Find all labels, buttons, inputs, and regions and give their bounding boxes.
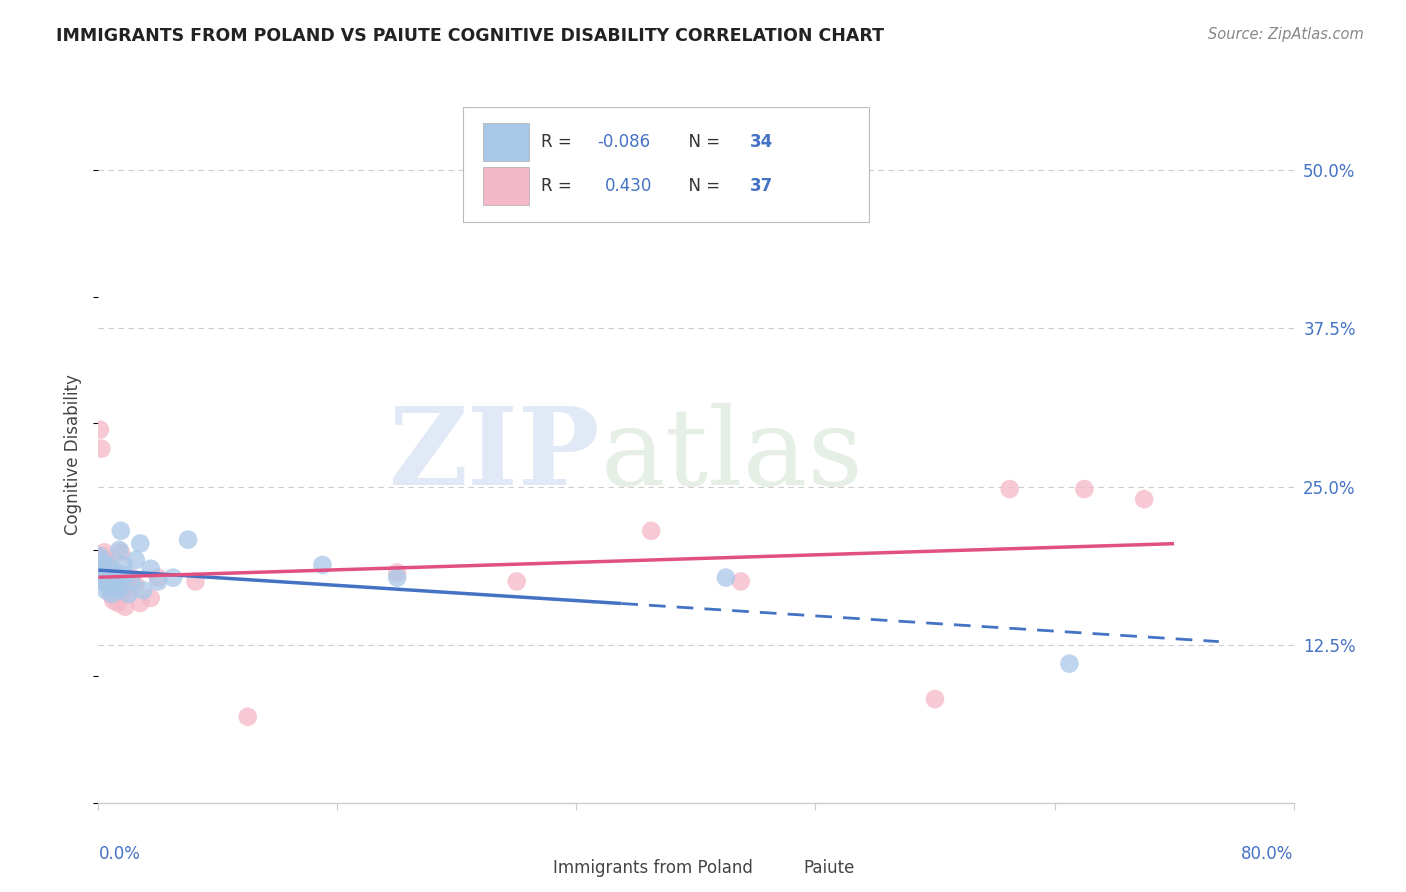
- Point: [91, 556, 114, 570]
- Point: [89, 549, 111, 563]
- Point: [125, 553, 148, 567]
- Point: [100, 587, 122, 601]
- Point: [139, 591, 162, 605]
- FancyBboxPatch shape: [510, 854, 544, 881]
- Text: Immigrants from Poland: Immigrants from Poland: [553, 858, 752, 877]
- Point: [108, 574, 131, 589]
- Point: [108, 542, 131, 557]
- Point: [998, 482, 1021, 496]
- Point: [640, 524, 662, 538]
- Point: [97, 571, 120, 585]
- Text: -0.086: -0.086: [596, 133, 650, 151]
- FancyBboxPatch shape: [463, 107, 869, 222]
- Point: [714, 571, 737, 585]
- Text: 34: 34: [749, 133, 773, 151]
- Point: [184, 574, 207, 589]
- Text: N =: N =: [678, 177, 725, 194]
- Point: [104, 574, 127, 589]
- Point: [385, 566, 409, 580]
- Point: [129, 536, 152, 550]
- Point: [132, 583, 155, 598]
- Point: [104, 566, 127, 580]
- Point: [730, 574, 752, 589]
- Text: ZIP: ZIP: [389, 402, 600, 508]
- Text: atlas: atlas: [600, 402, 863, 508]
- Point: [311, 558, 333, 572]
- Point: [89, 571, 111, 585]
- Point: [111, 571, 134, 585]
- Point: [111, 587, 134, 601]
- Point: [120, 574, 142, 589]
- Point: [91, 549, 114, 563]
- Point: [94, 566, 117, 580]
- Point: [90, 562, 112, 576]
- Point: [107, 583, 129, 598]
- Text: 0.430: 0.430: [605, 177, 652, 194]
- Point: [129, 596, 152, 610]
- Point: [105, 566, 128, 580]
- Point: [94, 583, 117, 598]
- Point: [177, 533, 200, 547]
- Point: [93, 545, 115, 559]
- Point: [105, 578, 128, 592]
- FancyBboxPatch shape: [762, 854, 796, 881]
- Point: [117, 583, 139, 598]
- Point: [236, 710, 259, 724]
- Point: [120, 571, 142, 585]
- Point: [162, 571, 184, 585]
- Text: 37: 37: [749, 177, 773, 194]
- Point: [112, 558, 135, 572]
- Point: [148, 574, 170, 589]
- Point: [97, 558, 120, 572]
- Text: 80.0%: 80.0%: [1241, 845, 1294, 863]
- Text: N =: N =: [678, 133, 725, 151]
- Text: IMMIGRANTS FROM POLAND VS PAIUTE COGNITIVE DISABILITY CORRELATION CHART: IMMIGRANTS FROM POLAND VS PAIUTE COGNITI…: [56, 27, 884, 45]
- Text: R =: R =: [540, 177, 582, 194]
- Point: [110, 545, 132, 559]
- Point: [1073, 482, 1095, 496]
- Point: [114, 599, 136, 614]
- Point: [114, 568, 136, 582]
- Point: [90, 442, 112, 456]
- Point: [385, 571, 409, 585]
- Point: [117, 587, 139, 601]
- Point: [112, 578, 135, 592]
- Point: [96, 556, 118, 570]
- Text: Paiute: Paiute: [804, 858, 855, 877]
- Point: [139, 562, 162, 576]
- Text: R =: R =: [540, 133, 576, 151]
- FancyBboxPatch shape: [484, 167, 529, 205]
- Y-axis label: Cognitive Disability: Cognitive Disability: [65, 375, 83, 535]
- Point: [1133, 492, 1156, 507]
- Point: [100, 574, 122, 589]
- Point: [115, 574, 138, 589]
- Point: [148, 571, 170, 585]
- FancyBboxPatch shape: [484, 123, 529, 161]
- Point: [101, 562, 124, 576]
- Point: [91, 574, 114, 589]
- Point: [506, 574, 529, 589]
- Point: [103, 581, 125, 595]
- Point: [107, 596, 129, 610]
- Point: [125, 578, 148, 592]
- Text: 0.0%: 0.0%: [98, 845, 141, 863]
- Point: [93, 566, 115, 580]
- Point: [924, 692, 946, 706]
- Text: Source: ZipAtlas.com: Source: ZipAtlas.com: [1208, 27, 1364, 42]
- Point: [93, 571, 115, 585]
- Point: [1059, 657, 1081, 671]
- Point: [89, 423, 111, 437]
- Point: [101, 587, 124, 601]
- Point: [94, 571, 117, 585]
- Point: [103, 593, 125, 607]
- Point: [110, 524, 132, 538]
- Point: [97, 578, 120, 592]
- Point: [96, 578, 118, 592]
